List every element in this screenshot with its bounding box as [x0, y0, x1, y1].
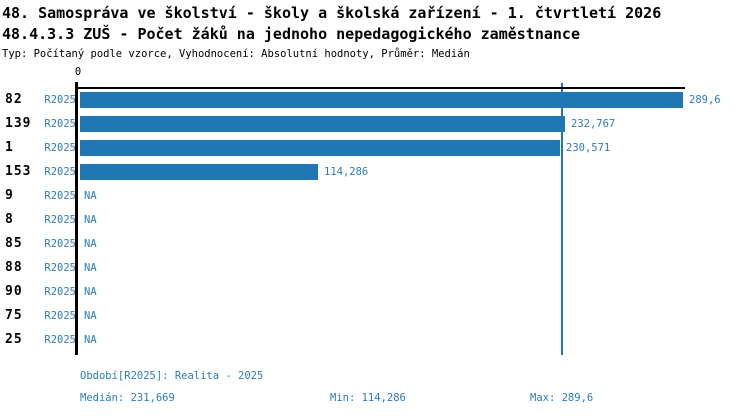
footer-median: Medián: 231,669: [80, 392, 175, 404]
chart-row: 8 R2025 NA: [0, 212, 750, 228]
chart-row: 25 R2025 NA: [0, 332, 750, 348]
y-axis-line: [75, 82, 78, 355]
row-id-label: 85: [5, 236, 23, 251]
bar-value-label: 230,571: [566, 142, 611, 154]
row-id-label: 88: [5, 260, 23, 275]
row-id-label: 75: [5, 308, 23, 323]
chart-title-line1: 48. Samospráva ve školství - školy a ško…: [2, 4, 662, 22]
row-period-label: R2025: [44, 166, 76, 178]
bar: [80, 92, 683, 108]
chart-row: 1 R2025 230,571: [0, 140, 750, 156]
row-period-label: R2025: [44, 94, 76, 106]
chart-rows: 82 R2025 289,6 139 R2025 232,767 1 R2025 230,571…: [0, 92, 750, 356]
footer-period-info: Období[R2025]: Realita - 2025: [80, 370, 264, 382]
bar-value-label: 232,767: [571, 118, 616, 130]
row-id-label: 153: [5, 164, 32, 179]
chart-row: 139 R2025 232,767: [0, 116, 750, 132]
chart-row: 82 R2025 289,6: [0, 92, 750, 108]
row-period-label: R2025: [44, 214, 76, 226]
row-period-label: R2025: [44, 238, 76, 250]
row-id-label: 90: [5, 284, 23, 299]
bar: [80, 164, 318, 180]
row-id-label: 8: [5, 212, 14, 227]
na-label: NA: [84, 334, 97, 346]
bar: [80, 140, 560, 156]
row-id-label: 25: [5, 332, 23, 347]
footer-min: Min: 114,286: [330, 392, 406, 404]
axis-zero-label: 0: [74, 66, 82, 78]
chart-subtitle: Typ: Počítaný podle vzorce, Vyhodnocení:…: [2, 48, 470, 60]
row-id-label: 139: [5, 116, 32, 131]
na-label: NA: [84, 262, 97, 274]
bar-value-label: 114,286: [324, 166, 369, 178]
chart-row: 153 R2025 114,286: [0, 164, 750, 180]
na-label: NA: [84, 286, 97, 298]
footer-max: Max: 289,6: [530, 392, 594, 404]
row-period-label: R2025: [44, 262, 76, 274]
chart-title-line2: 48.4.3.3 ZUŠ - Počet žáků na jednoho nep…: [2, 25, 580, 43]
na-label: NA: [84, 238, 97, 250]
chart-row: 75 R2025 NA: [0, 308, 750, 324]
row-id-label: 82: [5, 92, 23, 107]
chart-row: 9 R2025 NA: [0, 188, 750, 204]
row-period-label: R2025: [44, 286, 76, 298]
na-label: NA: [84, 214, 97, 226]
row-period-label: R2025: [44, 334, 76, 346]
row-id-label: 9: [5, 188, 14, 203]
chart-row: 90 R2025 NA: [0, 284, 750, 300]
row-period-label: R2025: [44, 142, 76, 154]
x-axis-line: [76, 87, 685, 89]
bar-value-label: 289,6: [689, 94, 721, 106]
na-label: NA: [84, 190, 97, 202]
chart-row: 88 R2025 NA: [0, 260, 750, 276]
median-line: [561, 83, 563, 355]
chart-row: 85 R2025 NA: [0, 236, 750, 252]
row-period-label: R2025: [44, 310, 76, 322]
row-period-label: R2025: [44, 190, 76, 202]
row-id-label: 1: [5, 140, 14, 155]
bar: [80, 116, 565, 132]
na-label: NA: [84, 310, 97, 322]
row-period-label: R2025: [44, 118, 76, 130]
